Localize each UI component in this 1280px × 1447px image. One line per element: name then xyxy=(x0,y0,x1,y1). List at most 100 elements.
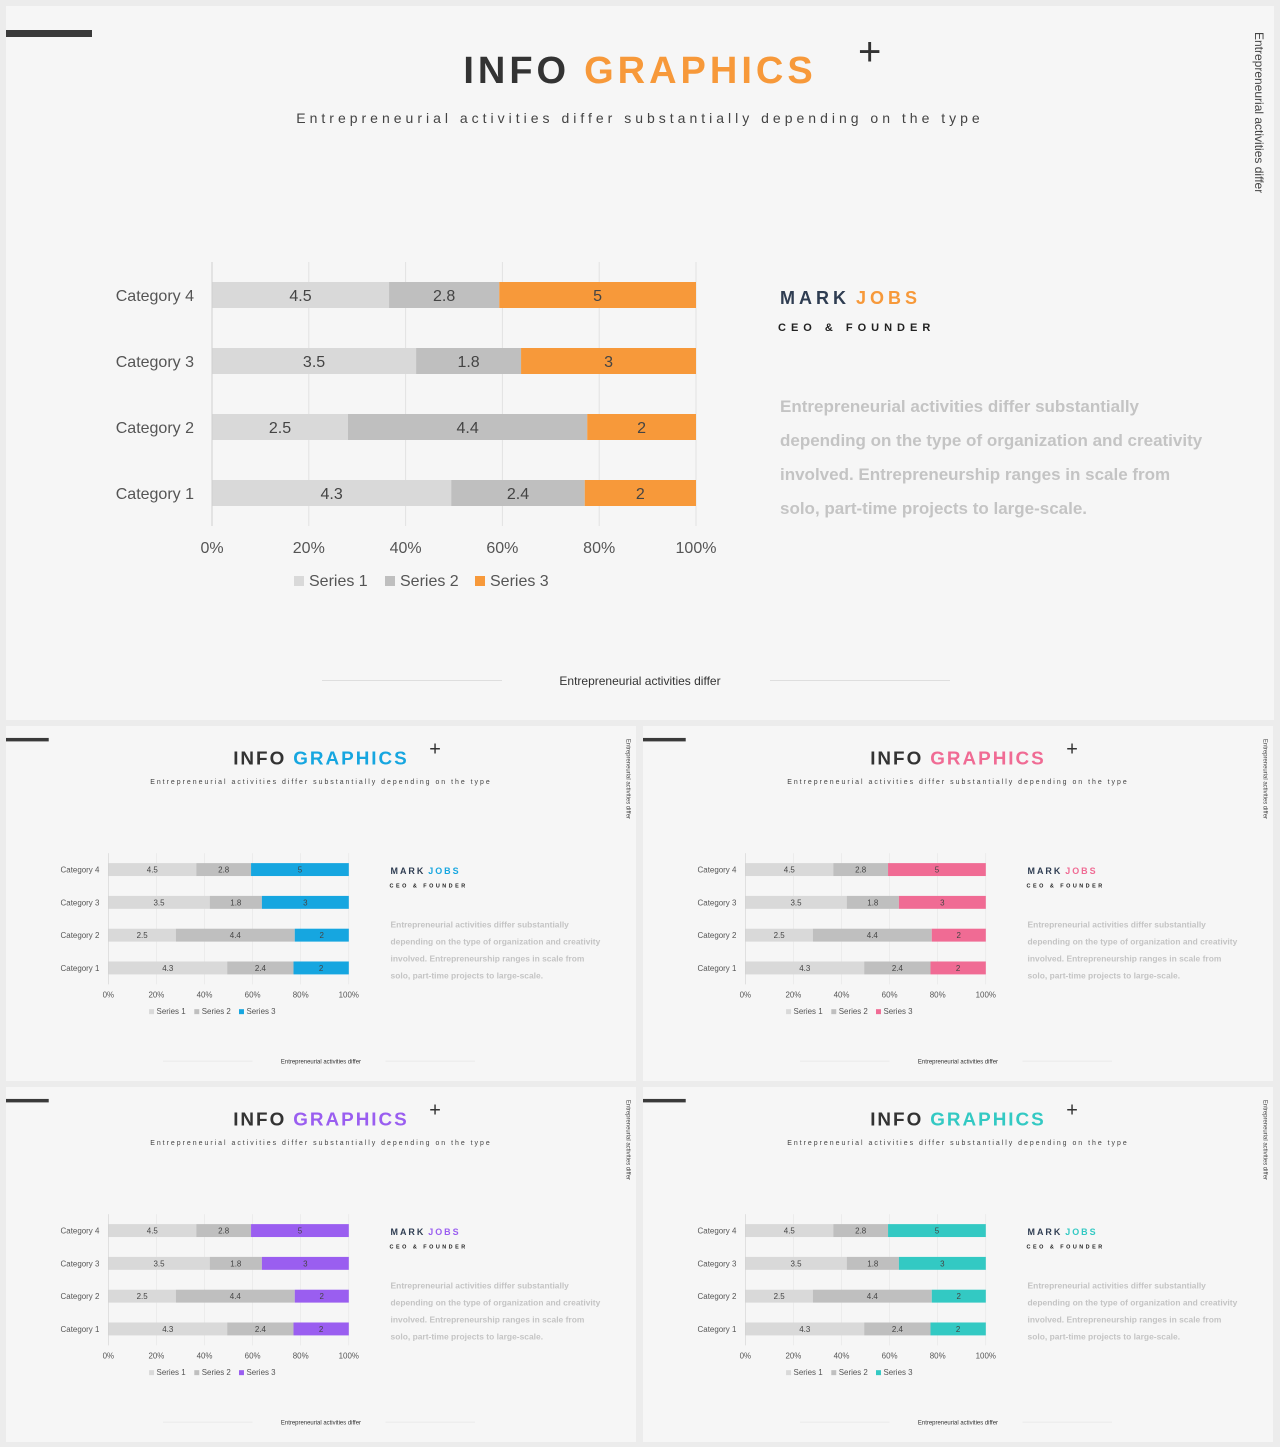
data-label: 2 xyxy=(957,931,962,940)
title-word-graphics: GRAPHICS xyxy=(930,1108,1046,1130)
data-label: 4.3 xyxy=(799,1325,811,1334)
bar-segment xyxy=(261,895,349,909)
slide-pink: INFO GRAPHICS + Entrepreneurial activitie… xyxy=(643,726,1273,1081)
bar-segment xyxy=(745,1256,847,1270)
description-text: Entrepreneurial activities differ substa… xyxy=(1027,1281,1238,1342)
legend-swatch xyxy=(149,1370,155,1376)
description-text: Entrepreneurial activities differ substa… xyxy=(1027,920,1238,981)
data-label: 1.8 xyxy=(230,1259,242,1268)
category-label: Category 2 xyxy=(61,931,100,940)
footer-text: Entrepreneurial activities differ xyxy=(559,674,721,688)
category-label: Category 3 xyxy=(698,1259,737,1268)
bar-segment xyxy=(108,961,228,975)
bar-segment xyxy=(812,928,932,942)
legend-swatch xyxy=(875,1370,881,1376)
bar-segment xyxy=(745,1322,865,1336)
legend-label: Series 1 xyxy=(157,1007,187,1016)
category-label: Category 4 xyxy=(61,866,100,875)
bar-segment xyxy=(389,282,500,308)
bar-segment xyxy=(745,895,847,909)
bar-segment xyxy=(888,1224,986,1238)
slide-purple: INFO GRAPHICS + Entrepreneurial activitie… xyxy=(6,1087,636,1442)
bar-segment xyxy=(175,1289,295,1303)
bar-segment xyxy=(108,1322,228,1336)
slide-title: INFO GRAPHICS xyxy=(6,50,1274,93)
x-tick-label: 80% xyxy=(930,991,946,1000)
bar-segment xyxy=(212,282,390,308)
x-tick-label: 20% xyxy=(148,991,164,1000)
data-label: 2 xyxy=(319,964,324,973)
legend-label: Series 1 xyxy=(794,1007,824,1016)
person-name: MARK JOBS xyxy=(780,288,921,309)
data-label: 3.5 xyxy=(791,898,803,907)
top-accent-bar xyxy=(643,1098,686,1103)
x-tick-label: 100% xyxy=(976,1352,996,1361)
title-word-info: INFO xyxy=(233,1108,287,1130)
vertical-side-text: Entrepreneurial activities differ xyxy=(1252,32,1266,194)
category-label: Category 3 xyxy=(61,898,100,907)
data-label: 1.8 xyxy=(230,898,242,907)
category-label: Category 1 xyxy=(116,486,194,503)
x-tick-label: 20% xyxy=(785,991,801,1000)
footer-line-right xyxy=(770,680,950,681)
bar-segment xyxy=(451,480,585,506)
top-accent-bar xyxy=(6,1098,49,1103)
person-role: CEO & FOUNDER xyxy=(389,1243,468,1250)
legend-label: Series 2 xyxy=(400,573,459,590)
vertical-side-text: Entrepreneurial activities differ xyxy=(625,738,632,820)
slide-title: INFO GRAPHICS xyxy=(6,748,636,769)
bar-segment xyxy=(209,895,262,909)
legend-label: Series 3 xyxy=(490,573,549,590)
vertical-side-text: Entrepreneurial activities differ xyxy=(625,1099,632,1181)
data-label: 3 xyxy=(303,898,308,907)
bar-segment xyxy=(108,1224,197,1238)
data-label: 5 xyxy=(935,1227,940,1236)
data-label: 1.8 xyxy=(867,898,879,907)
slide-blue: INFO GRAPHICS + Entrepreneurial activitie… xyxy=(6,726,636,1081)
category-label: Category 2 xyxy=(116,420,194,437)
data-label: 4.4 xyxy=(230,931,242,940)
data-label: 2.5 xyxy=(137,1292,149,1301)
category-label: Category 4 xyxy=(698,1227,737,1236)
legend-label: Series 1 xyxy=(309,573,368,590)
legend-swatch xyxy=(786,1009,792,1015)
x-tick-label: 0% xyxy=(103,1352,114,1361)
data-label: 2.4 xyxy=(255,964,267,973)
x-tick-label: 0% xyxy=(740,991,751,1000)
plus-icon: + xyxy=(429,1098,441,1121)
person-last-name: JOBS xyxy=(1065,866,1098,877)
bar-segment xyxy=(745,928,813,942)
bar-segment xyxy=(108,863,197,877)
bar-segment xyxy=(846,1256,899,1270)
legend-label: Series 1 xyxy=(794,1368,824,1377)
legend-label: Series 3 xyxy=(883,1007,913,1016)
data-label: 4.5 xyxy=(784,1227,796,1236)
data-label: 4.4 xyxy=(867,931,879,940)
data-label: 4.3 xyxy=(162,1325,174,1334)
x-tick-label: 40% xyxy=(834,1352,850,1361)
bar-segment xyxy=(833,863,889,877)
legend-swatch xyxy=(238,1009,244,1015)
legend-label: Series 2 xyxy=(839,1007,869,1016)
bar-segment xyxy=(931,928,986,942)
data-label: 4.5 xyxy=(147,866,159,875)
bar-segment xyxy=(745,961,865,975)
x-tick-label: 20% xyxy=(293,540,325,557)
category-label: Category 3 xyxy=(116,354,194,371)
person-role: CEO & FOUNDER xyxy=(389,882,468,889)
data-label: 2.8 xyxy=(855,1227,867,1236)
data-label: 2 xyxy=(956,964,961,973)
data-label: 4.4 xyxy=(867,1292,879,1301)
data-label: 2.4 xyxy=(892,964,904,973)
data-label: 2 xyxy=(319,1325,324,1334)
category-label: Category 4 xyxy=(116,288,194,305)
bar-segment xyxy=(261,1256,349,1270)
data-label: 4.5 xyxy=(784,866,796,875)
data-label: 5 xyxy=(935,866,940,875)
slide-content: INFO GRAPHICS + Entrepreneurial activitie… xyxy=(643,1087,1273,1442)
bar-segment xyxy=(108,1289,176,1303)
data-label: 2.4 xyxy=(255,1325,267,1334)
legend-label: Series 1 xyxy=(157,1368,187,1377)
category-label: Category 4 xyxy=(698,866,737,875)
stacked-bar-chart: 0% 20% 40% 60% 80% 100% Category 1 4.3 2.4 2 Categ… xyxy=(61,853,359,1016)
